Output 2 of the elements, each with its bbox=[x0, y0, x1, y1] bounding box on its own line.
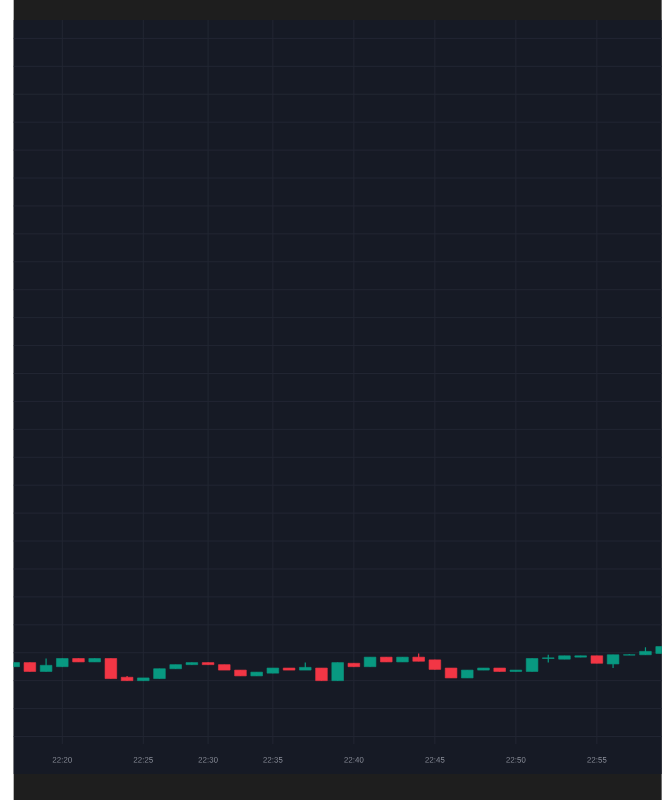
candlestick bbox=[331, 662, 344, 682]
candlestick bbox=[104, 657, 117, 680]
